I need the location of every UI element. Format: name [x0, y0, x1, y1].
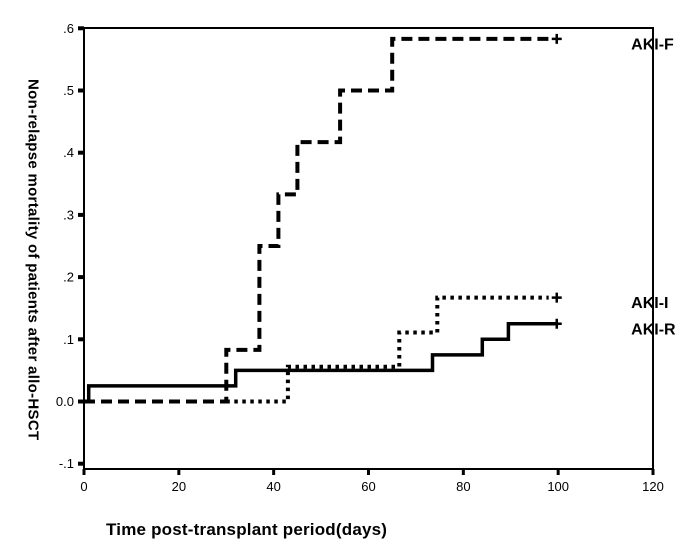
- series-curve-aki-i: [226, 295, 549, 404]
- y-axis-title: Non-relapse mortality of patients after …: [24, 79, 42, 441]
- series-curve-aki-r: [86, 322, 559, 402]
- x-axis-title: Time post-transplant period(days): [106, 520, 388, 539]
- series-label-aki-r: AKI-R: [631, 321, 676, 338]
- y-tick-label: -.1: [59, 456, 74, 471]
- y-tick-label: .3: [63, 207, 74, 222]
- x-tick-label: 0: [80, 479, 87, 494]
- y-tick-label: .6: [63, 21, 74, 36]
- series-curve-aki-f: [84, 36, 549, 404]
- series-label-aki-i: AKI-I: [631, 295, 668, 312]
- x-tick-label: 100: [547, 479, 569, 494]
- x-tick-label: 40: [266, 479, 280, 494]
- y-tick-label: .2: [63, 270, 74, 285]
- y-tick-label: 0.0: [56, 394, 74, 409]
- x-tick-label: 20: [172, 479, 186, 494]
- series-label-aki-f: AKI-F: [631, 36, 674, 53]
- x-tick-label: 60: [361, 479, 375, 494]
- x-tick-label: 120: [642, 479, 664, 494]
- y-tick-label: .4: [63, 145, 74, 160]
- y-tick-label: .1: [63, 332, 74, 347]
- x-tick-label: 80: [456, 479, 470, 494]
- y-tick-label: .5: [63, 83, 74, 98]
